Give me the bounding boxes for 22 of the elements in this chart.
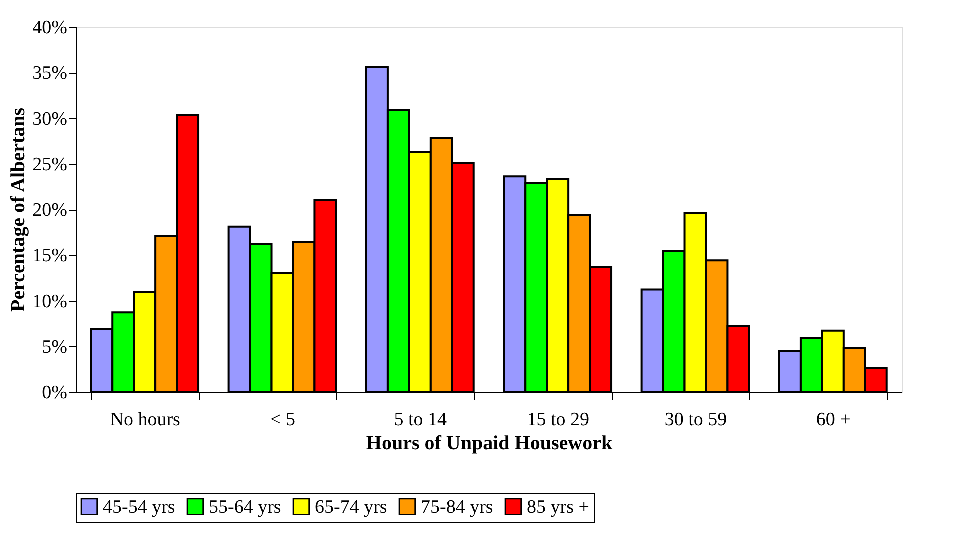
x-axis-title: Hours of Unpaid Housework <box>366 432 614 454</box>
y-tick-label: 30% <box>32 108 68 130</box>
legend-label: 65-74 yrs <box>315 496 388 518</box>
x-tick-label: 5 to 14 <box>394 410 448 430</box>
x-tick-label: 15 to 29 <box>527 410 590 430</box>
y-tick-label: 10% <box>32 291 68 312</box>
y-tick-label: 0% <box>42 382 68 404</box>
legend-label: 85 yrs + <box>527 496 590 518</box>
x-tick-label: No hours <box>110 410 180 430</box>
x-tick-label: 60 + <box>816 410 851 430</box>
y-tick-label: 40% <box>32 18 68 38</box>
legend-label: 45-54 yrs <box>103 496 176 518</box>
y-tick-label: 20% <box>32 200 68 221</box>
y-tick-label: 35% <box>32 63 68 84</box>
y-tick-label: 5% <box>42 336 68 358</box>
legend-label: 75-84 yrs <box>421 496 494 518</box>
legend-label: 55-64 yrs <box>209 496 282 518</box>
x-tick-label: < 5 <box>270 410 296 430</box>
y-tick-label: 25% <box>32 154 68 176</box>
y-tick-label: 15% <box>32 246 68 267</box>
x-tick-label: 30 to 59 <box>664 410 728 430</box>
y-axis-title: Percentage of Albertans <box>8 108 30 312</box>
